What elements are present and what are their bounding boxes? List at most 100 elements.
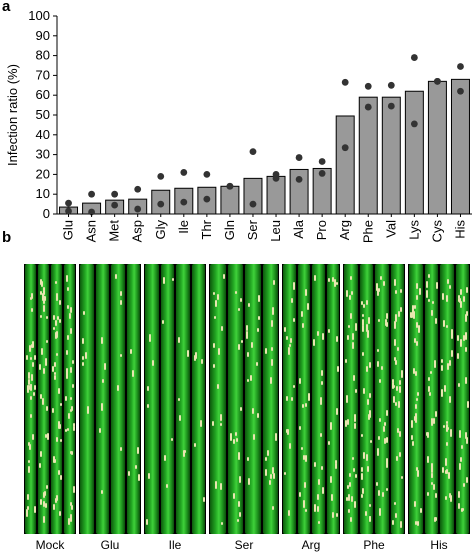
lesion-spot (33, 505, 36, 513)
lesion-spot (70, 405, 73, 412)
lesion-spot (385, 322, 388, 327)
data-point-met-2 (111, 201, 119, 209)
leaf-blade (283, 264, 296, 534)
lesion-spot (45, 502, 48, 509)
lesion-spot (292, 282, 295, 290)
lesion-spot (460, 339, 463, 348)
lesion-spot (377, 360, 380, 368)
lesion-spot (458, 382, 461, 387)
lesion-spot (448, 360, 451, 367)
lesion-spot (398, 400, 401, 409)
data-point-asp-2 (134, 205, 142, 213)
leaf-blade (390, 264, 404, 534)
lesion-spot (195, 351, 198, 360)
lesion-spot (70, 514, 73, 522)
lesion-spot (363, 388, 366, 395)
lesion-spot (291, 297, 294, 303)
lesion-spot (44, 491, 47, 496)
lesion-spot (362, 352, 365, 356)
lesion-spot (31, 434, 34, 440)
lesion-spot (361, 313, 364, 318)
lesion-spot (275, 433, 278, 442)
lesion-spot (450, 350, 453, 358)
lesion-spot (269, 473, 272, 479)
lesion-spot (381, 365, 384, 370)
x-tick-label-asn: Asn (84, 220, 99, 242)
lesion-spot (86, 406, 89, 414)
x-tick-label-gly: Gly (153, 220, 168, 240)
x-tick-label-arg: Arg (337, 220, 352, 240)
data-point-his-2 (457, 87, 464, 95)
lesion-spot (466, 401, 469, 408)
lesion-spot (347, 494, 350, 501)
lesion-spot (332, 276, 335, 282)
lesion-spot (52, 366, 55, 372)
lesion-spot (54, 331, 57, 339)
lesion-spot (458, 294, 461, 300)
leaf-blade (424, 264, 438, 534)
lesion-spot (466, 476, 469, 484)
lesion-spot (59, 300, 62, 306)
lesion-spot (179, 415, 182, 422)
lesion-spot (350, 517, 353, 522)
lesion-spot (382, 492, 385, 498)
lesion-spot (26, 505, 29, 510)
lesion-spot (81, 362, 84, 366)
lesion-spot (165, 484, 168, 488)
lesion-spot (101, 336, 104, 344)
lesion-spot (82, 310, 85, 316)
lesion-spot (286, 335, 289, 341)
lesion-spot (200, 419, 203, 427)
lesion-spot (215, 300, 218, 307)
caption-ser: Ser (234, 538, 254, 552)
x-tick-label-lys: Lys (406, 220, 421, 240)
lesion-spot (446, 420, 449, 425)
leaf-blade (375, 264, 389, 534)
lesion-spot (396, 428, 399, 433)
lesion-spot (304, 403, 307, 408)
x-tick-label-cys: Cys (429, 220, 444, 243)
lesion-spot (412, 368, 415, 375)
lesion-spot (378, 378, 381, 384)
caption-arg: Arg (301, 538, 321, 552)
lesion-spot (101, 490, 104, 494)
leaf-blade (409, 264, 423, 534)
lesion-spot (81, 338, 84, 344)
data-point-val-2 (387, 102, 395, 110)
lesion-spot (216, 384, 219, 390)
lesion-spot (301, 404, 304, 409)
data-point-lys-1 (410, 54, 418, 61)
x-tick-label-val: Val (383, 220, 398, 238)
bar-ser (243, 177, 263, 215)
data-point-leu-2 (272, 174, 280, 182)
lesion-spot (134, 465, 137, 469)
lesion-spot (247, 351, 250, 357)
lesion-spot (334, 462, 337, 470)
lesion-spot (417, 520, 420, 527)
lesion-spot (380, 275, 383, 280)
leaf-photo-his (408, 264, 470, 534)
lesion-spot (394, 290, 397, 294)
lesion-spot (246, 378, 249, 383)
lesion-spot (193, 355, 196, 361)
lesion-spot (432, 417, 435, 424)
lesion-spot (26, 385, 29, 393)
lesion-spot (377, 288, 380, 293)
caption-glu: Glu (100, 538, 120, 552)
lesion-spot (234, 432, 237, 436)
lesion-spot (131, 369, 134, 377)
lesion-spot (31, 308, 34, 313)
lesion-spot (445, 423, 448, 432)
lesion-spot (460, 444, 463, 449)
lesion-spot (33, 385, 36, 390)
lesion-spot (313, 338, 316, 347)
lesion-spot (39, 279, 42, 285)
data-point-phe-2 (364, 103, 372, 111)
lesion-spot (368, 362, 371, 369)
lesion-spot (120, 447, 123, 452)
lesion-spot (39, 393, 42, 399)
lesion-spot (314, 461, 317, 467)
lesion-spot (411, 420, 414, 428)
x-tick-label-ile: Ile (176, 220, 191, 234)
lesion-spot (392, 396, 395, 403)
